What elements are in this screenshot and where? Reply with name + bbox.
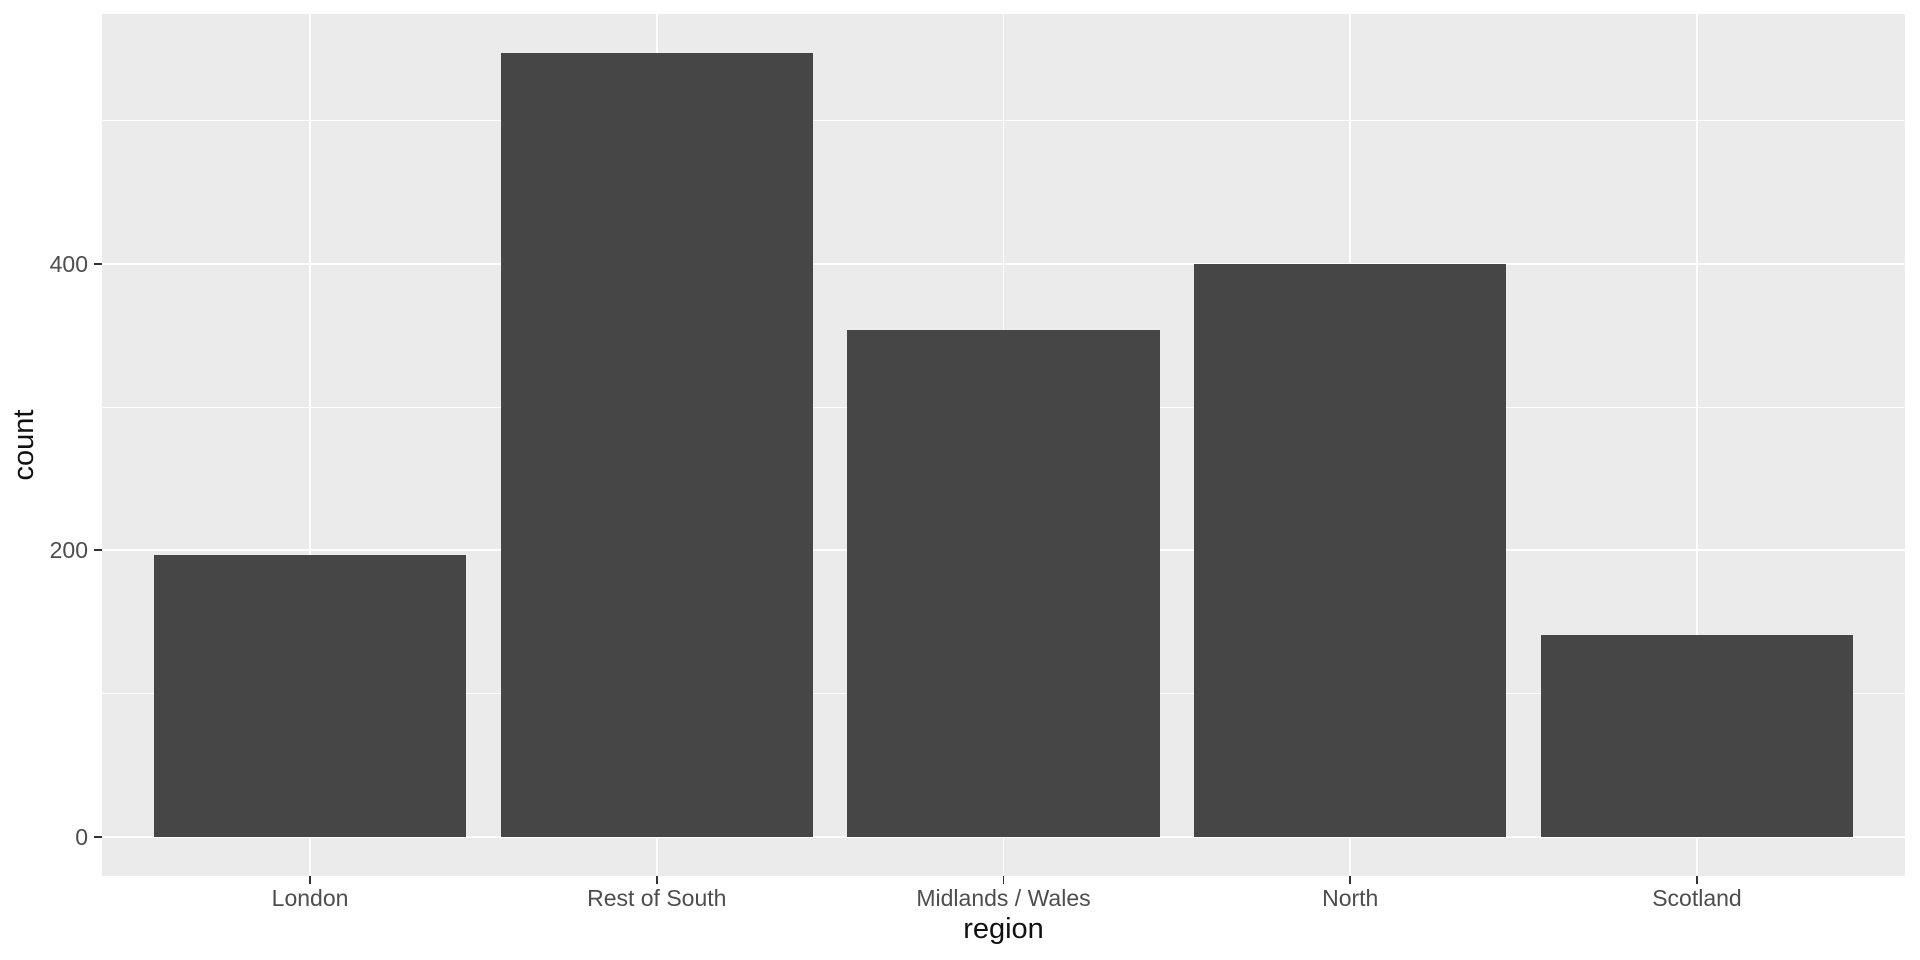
y-tick-mark-400 (94, 262, 102, 265)
bar-rest-of-south (500, 53, 813, 837)
y-axis-title: count (8, 409, 40, 481)
bar-london (154, 554, 467, 837)
x-tick-mark-north (1349, 876, 1352, 884)
bar-midlands-wales (847, 329, 1160, 837)
x-tick-label-london: London (271, 885, 349, 911)
bar-scotland (1540, 634, 1853, 837)
y-tick-mark-200 (94, 549, 102, 552)
y-tick-label-200: 200 (49, 537, 88, 564)
x-axis-title: region (963, 913, 1044, 945)
x-tick-label-scotland: Scotland (1652, 885, 1742, 911)
x-tick-label-rest-of-south: Rest of South (587, 885, 727, 911)
x-tick-label-north: North (1322, 885, 1379, 911)
plot-panel (102, 14, 1905, 876)
x-tick-mark-scotland (1696, 876, 1698, 884)
gridline-major-x-scotland (1696, 14, 1698, 876)
bar-north (1194, 263, 1507, 837)
y-tick-mark-0 (94, 835, 102, 838)
gridline-major-x-london (309, 14, 311, 876)
x-tick-mark-midlands-wales (1002, 876, 1005, 884)
x-tick-label-midlands-wales: Midlands / Wales (916, 885, 1091, 911)
x-tick-mark-london (309, 876, 311, 884)
y-tick-label-400: 400 (49, 250, 88, 277)
y-tick-label-0: 0 (75, 823, 88, 850)
x-tick-mark-rest-of-south (655, 876, 658, 884)
